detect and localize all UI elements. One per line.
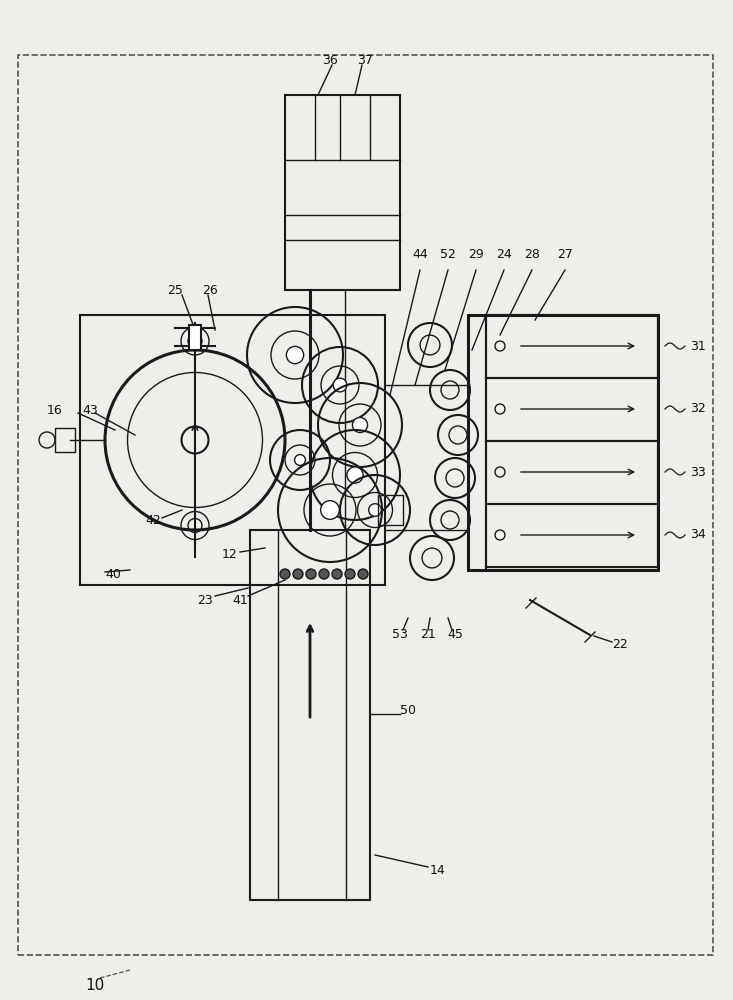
Bar	[486, 315, 658, 378]
Bar	[189, 325, 201, 350]
Bar	[486, 378, 658, 441]
Text: 21: 21	[420, 629, 436, 642]
Text: 10: 10	[85, 978, 105, 992]
Bar	[80, 315, 385, 585]
Circle shape	[353, 417, 367, 433]
Circle shape	[332, 569, 342, 579]
Bar	[55, 428, 75, 452]
Text: 42: 42	[145, 514, 161, 526]
Text: 33: 33	[690, 466, 706, 479]
Text: 31: 31	[690, 340, 706, 353]
Text: 24: 24	[496, 248, 512, 261]
Circle shape	[319, 569, 329, 579]
Text: 45: 45	[447, 629, 463, 642]
Circle shape	[293, 569, 303, 579]
Text: 14: 14	[430, 863, 446, 876]
Text: 22: 22	[612, 639, 628, 652]
Text: 32: 32	[690, 402, 706, 416]
Circle shape	[369, 504, 381, 516]
Circle shape	[347, 467, 363, 483]
Text: 28: 28	[524, 248, 540, 261]
Text: 34: 34	[690, 528, 706, 542]
Circle shape	[358, 569, 368, 579]
Circle shape	[280, 569, 290, 579]
Text: 53: 53	[392, 629, 408, 642]
Text: 29: 29	[468, 248, 484, 261]
Text: 50: 50	[400, 704, 416, 716]
Bar	[486, 441, 658, 504]
Text: 16: 16	[47, 403, 63, 416]
Circle shape	[345, 569, 355, 579]
Text: 37: 37	[357, 53, 373, 66]
Circle shape	[320, 501, 339, 519]
Text: 41: 41	[232, 593, 248, 606]
Bar	[486, 315, 658, 570]
Text: 12: 12	[222, 548, 238, 562]
Text: 23: 23	[197, 593, 213, 606]
Circle shape	[295, 455, 306, 465]
Bar	[378, 495, 403, 525]
Text: 52: 52	[440, 248, 456, 261]
Text: 43: 43	[82, 403, 98, 416]
Circle shape	[287, 346, 303, 364]
Text: 44: 44	[412, 248, 428, 261]
Text: 27: 27	[557, 248, 573, 261]
Bar	[486, 504, 658, 567]
Text: 36: 36	[322, 53, 338, 66]
Bar	[285, 95, 400, 290]
Bar	[250, 530, 370, 900]
Text: 25: 25	[167, 284, 183, 296]
Text: 40: 40	[105, 568, 121, 582]
Circle shape	[334, 378, 347, 392]
Text: 26: 26	[202, 284, 218, 296]
Circle shape	[306, 569, 316, 579]
Bar	[468, 315, 658, 570]
